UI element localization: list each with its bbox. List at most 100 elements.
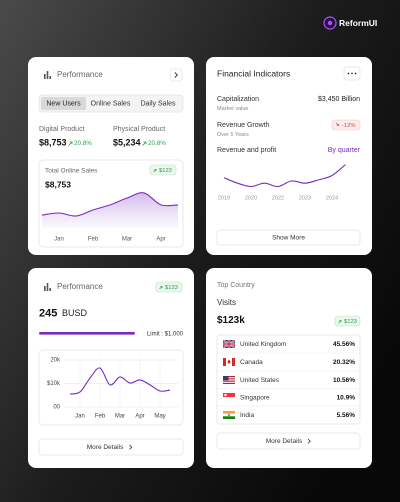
chevron: [307, 438, 311, 444]
amount: 245: [39, 307, 57, 319]
badge: [331, 119, 361, 131]
line: [41, 192, 179, 217]
country-share: 45.56%: [333, 341, 355, 348]
menu-button[interactable]: [343, 66, 361, 81]
brand: ReformUI: [339, 18, 377, 28]
label: Digital Product: [39, 126, 85, 133]
dots: [347, 72, 357, 75]
tab[interactable]: Daily Sales: [140, 101, 176, 108]
badge: [334, 315, 361, 327]
card-title: Performance: [57, 70, 103, 79]
y-tick-label: 20k: [50, 358, 61, 364]
button-label[interactable]: More Details: [87, 444, 124, 451]
flag-singapore: [222, 392, 236, 402]
chart-box: [38, 349, 184, 426]
area: [42, 192, 178, 228]
country-name: Singapore: [240, 395, 270, 402]
country-name: United Kingdom: [240, 341, 286, 348]
card-title: Financial Indicators: [217, 68, 290, 78]
row-dividers: [217, 352, 360, 407]
x-tick-label: Mar: [122, 237, 132, 243]
x-tick-label: 2024: [326, 195, 338, 201]
badge: [155, 281, 183, 293]
badge: [149, 164, 177, 176]
button[interactable]: [216, 229, 361, 246]
country-share: 20.32%: [333, 359, 355, 366]
x-tick-label: Feb: [95, 414, 106, 420]
x-tick-label: Feb: [88, 237, 99, 243]
limit: Limit : $1,000: [147, 332, 184, 338]
value: $8,753: [39, 137, 67, 147]
change: 20.8%: [148, 140, 166, 147]
tab[interactable]: Online Sales: [91, 101, 131, 108]
label: Visits: [217, 298, 236, 307]
country-name: Canada: [240, 359, 263, 366]
bar-icon: [44, 71, 51, 79]
country-share: 10.9%: [337, 395, 356, 402]
value: $5,234: [113, 137, 141, 147]
country-share: 10.56%: [333, 377, 355, 384]
flag-usa: [223, 376, 235, 384]
chevron: [174, 72, 178, 78]
sub-label: Market value: [217, 106, 249, 112]
label: Physical Product: [113, 126, 165, 133]
up-arrow: [159, 286, 163, 290]
x-tick-label: Apr: [156, 237, 165, 243]
chevron: [129, 444, 133, 450]
progress-bar: [39, 332, 135, 335]
table: [216, 334, 361, 425]
card: [206, 268, 372, 468]
line: [223, 164, 346, 188]
country-name: United States: [240, 377, 280, 384]
card: [206, 57, 372, 255]
button-label[interactable]: Show More: [272, 235, 305, 242]
change: 20.8%: [74, 140, 92, 147]
y-tick-label: $10k: [47, 381, 61, 387]
line: [69, 367, 171, 395]
country-name: India: [240, 412, 254, 419]
up-arrow: [338, 320, 342, 324]
y-tick-label: 00: [53, 405, 60, 411]
button[interactable]: [216, 432, 361, 450]
label: Total Online Sales: [45, 168, 98, 175]
x-tick-label: 2022: [272, 195, 284, 201]
badge-text: -12%: [342, 123, 356, 129]
up-arrow: [68, 141, 73, 146]
value: $3,450 Billion: [318, 96, 360, 103]
sub-label: Over 5 Years: [217, 132, 249, 138]
label: Capitalization: [217, 96, 259, 103]
card-title: Performance: [57, 282, 103, 291]
bar-icon: [44, 283, 51, 291]
flag-uk: [222, 339, 236, 349]
x-tick-label: Mar: [115, 414, 125, 420]
country-share: 5.56%: [337, 412, 356, 419]
up-arrow: [153, 169, 157, 173]
badge-text: $123: [165, 285, 178, 291]
tab[interactable]: New Users: [46, 101, 81, 108]
active-tab: [41, 97, 86, 110]
card: [28, 268, 194, 468]
down-arrow: [335, 122, 339, 126]
card-title: Top Country: [217, 282, 255, 289]
expand-button[interactable]: [169, 68, 183, 82]
x-tick-label: 2023: [299, 195, 311, 201]
badge-text: $123: [159, 168, 172, 174]
x-tick-label: Jan: [54, 237, 64, 243]
x-tick-label: 2019: [218, 195, 230, 201]
flag-india: [223, 411, 235, 419]
x-tick-label: Apr: [135, 414, 144, 420]
period-select[interactable]: By quarter: [328, 147, 361, 154]
x-tick-label: Jan: [75, 414, 85, 420]
button[interactable]: [38, 438, 184, 456]
label: Revenue and profit: [217, 147, 276, 154]
x-tick-label: May: [154, 414, 165, 420]
flag-canada: [223, 358, 235, 366]
up-arrow: [142, 141, 147, 146]
currency: BUSD: [62, 308, 88, 318]
button-label[interactable]: More Details: [266, 438, 303, 445]
label: Revenue Growth: [217, 122, 270, 129]
logo-dot: [327, 20, 333, 26]
value: $8,753: [45, 179, 71, 189]
